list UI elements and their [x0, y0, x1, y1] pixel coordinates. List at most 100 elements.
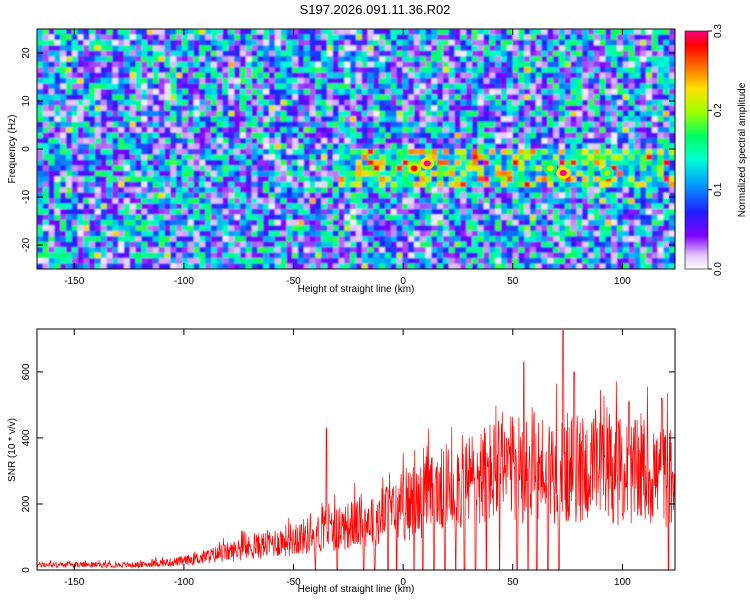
spectrogram-cell	[593, 34, 601, 41]
spectrogram-cell	[129, 143, 137, 150]
spectrogram-cell	[327, 94, 334, 101]
spectrogram-cell	[95, 83, 102, 90]
spectrogram-cell	[42, 192, 50, 199]
spectrogram-cell	[164, 132, 171, 139]
spectrogram-cell	[379, 247, 386, 254]
spectrogram-cell	[361, 143, 369, 150]
spectrogram-cell	[524, 225, 531, 232]
spectrogram-cell	[373, 176, 380, 183]
spectrogram-cell	[518, 198, 525, 205]
snr-y-tick-label: 600	[21, 363, 32, 380]
spectrogram-cell	[669, 34, 675, 41]
spectrogram-cell	[593, 209, 601, 216]
spectrogram-cell	[425, 236, 432, 243]
spectrogram-cell	[112, 181, 119, 188]
spectrogram-cell	[419, 45, 427, 52]
spectrogram-cell	[576, 241, 583, 248]
spectrogram-cell	[240, 116, 247, 123]
spectrogram-cell	[518, 181, 525, 188]
spectrogram-cell	[129, 45, 137, 52]
spectrogram-cell	[37, 154, 44, 161]
spectrogram-cell	[170, 39, 177, 46]
spectrogram-cell	[135, 187, 142, 194]
spectrogram-cell	[48, 105, 55, 112]
spectrogram-cell	[66, 127, 73, 134]
spectrogram-cell	[199, 225, 206, 232]
spectrogram-cell	[628, 56, 635, 63]
spectrogram-cell	[141, 105, 148, 112]
spectrogram-cell	[414, 116, 421, 123]
spectrogram-cell	[640, 225, 647, 232]
spectrogram-cell	[240, 72, 247, 79]
spectrogram-cell	[373, 159, 380, 166]
spectrogram-cell	[54, 236, 61, 243]
spectrogram-cell	[71, 252, 79, 259]
spectrogram-cell	[385, 67, 392, 74]
spectrogram-cell	[83, 78, 90, 85]
spectrogram-cell	[176, 176, 183, 183]
spectrogram-cell	[512, 214, 519, 221]
spectrogram-cell	[501, 165, 508, 172]
spectrogram-cell	[129, 154, 137, 161]
spectrogram-cell	[634, 39, 641, 46]
spectrogram-cell	[48, 252, 55, 259]
spectrogram-cell	[321, 241, 328, 248]
spectrogram-cell	[211, 105, 218, 112]
spectrogram-cell	[274, 225, 282, 232]
spectrogram-cell	[222, 241, 229, 248]
spectrogram-cell	[303, 127, 311, 134]
spectrogram-cell	[269, 247, 276, 254]
spectrogram-cell	[466, 94, 473, 101]
spectrogram-cell	[570, 170, 577, 177]
spectrogram-cell	[176, 61, 183, 68]
spectrogram-cell	[158, 149, 166, 156]
spectrogram-cell	[321, 143, 328, 150]
spectrogram-cell	[269, 149, 276, 156]
spectrogram-cell	[605, 39, 612, 46]
spectrogram-cell	[512, 110, 519, 117]
spectrogram-cell	[570, 252, 577, 259]
spectrogram-cell	[153, 50, 160, 57]
spectrogram-cell	[298, 56, 305, 63]
spectrogram-cell	[593, 132, 601, 139]
spectrogram-cell	[292, 110, 299, 117]
spectrogram-cell	[373, 263, 380, 269]
spectrogram-cell	[646, 50, 653, 57]
spectrogram-cell	[588, 203, 595, 210]
spectrogram-cell	[396, 56, 403, 63]
spectrogram-cell	[437, 105, 444, 112]
spectrogram-cell	[141, 187, 148, 194]
spectrogram-cell	[135, 29, 142, 36]
spectrogram-cell	[419, 72, 427, 79]
spectrogram-cell	[193, 165, 200, 172]
spectrogram-cell	[112, 105, 119, 112]
spectrogram-cell	[356, 94, 363, 101]
spectrogram-cell	[559, 132, 566, 139]
spectrogram-cell	[390, 29, 398, 36]
spectrogram-cell	[71, 165, 79, 172]
spectrogram-cell	[89, 225, 96, 232]
spectrogram-cell	[228, 181, 235, 188]
spectrogram-cell	[211, 230, 218, 237]
spectrogram-cell	[315, 143, 322, 150]
spectrogram-cell	[599, 225, 606, 232]
spectrogram-cell	[501, 154, 508, 161]
spectrogram-cell	[402, 50, 409, 57]
spectrogram-cell	[37, 247, 44, 254]
spectrogram-cell	[251, 127, 258, 134]
spectrogram-cell	[147, 132, 154, 139]
spectrogram-cell	[547, 203, 554, 210]
spectrogram-cell	[425, 143, 432, 150]
spectrogram-cell	[512, 176, 519, 183]
spectrogram-cell	[153, 132, 160, 139]
spectrogram-cell	[547, 252, 554, 259]
spectrogram-cell	[147, 230, 154, 237]
spectrogram-cell	[431, 138, 438, 145]
spectrogram-cell	[611, 61, 618, 68]
spectrogram-cell	[89, 192, 96, 199]
spectrogram-cell	[414, 154, 421, 161]
spectrogram-cell	[402, 34, 409, 41]
spectrogram-cell	[419, 219, 427, 226]
spectrogram-cell	[269, 143, 276, 150]
spectrogram-cell	[582, 50, 589, 57]
